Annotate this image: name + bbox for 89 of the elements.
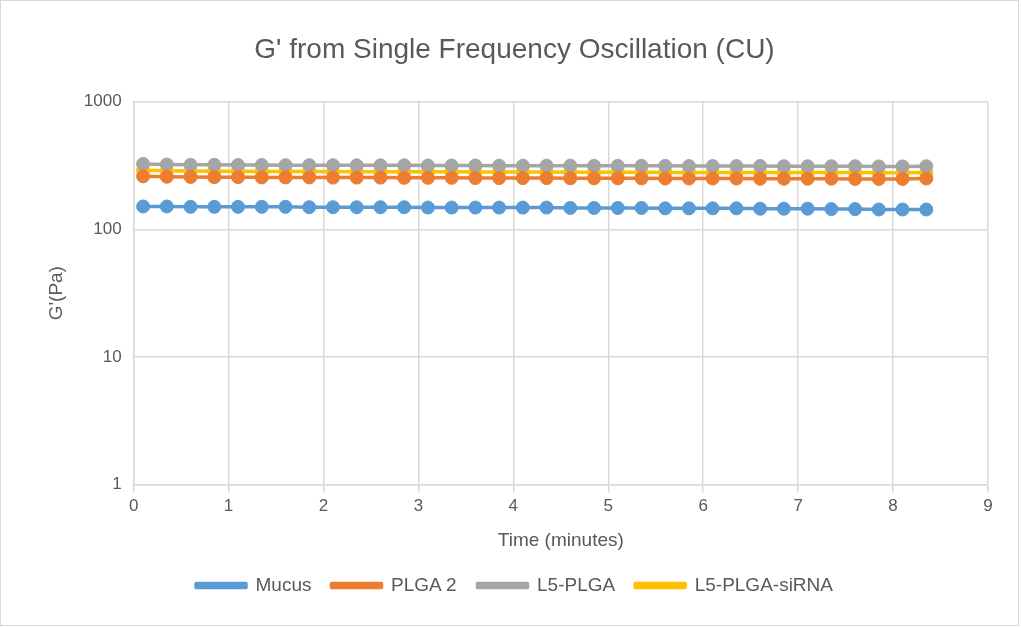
point (895, 202, 910, 217)
x-tick-label: 8 (888, 495, 898, 515)
point (800, 171, 815, 186)
point (136, 199, 151, 214)
point (373, 158, 388, 173)
point (231, 157, 246, 172)
point (468, 158, 483, 173)
point (468, 200, 483, 215)
point (848, 171, 863, 186)
y-axis-title: G'(Pa) (44, 266, 66, 321)
point (681, 201, 696, 216)
x-axis-title: Time (minutes) (497, 528, 624, 550)
point (136, 156, 151, 171)
y-tick-label: 10 (102, 346, 122, 366)
point (515, 200, 530, 215)
chart-title: G' from Single Frequency Oscillation (CU) (254, 32, 775, 64)
point (539, 200, 554, 215)
point (183, 157, 198, 172)
point (136, 169, 151, 184)
legend-label: L5-PLGA (537, 573, 616, 595)
point (871, 171, 886, 186)
legend-label: L5-PLGA-siRNA (694, 573, 834, 595)
point (539, 171, 554, 186)
point (753, 201, 768, 216)
point (183, 199, 198, 214)
point (705, 171, 720, 186)
point (848, 202, 863, 217)
x-tick-label: 2 (318, 495, 329, 515)
point (515, 171, 530, 186)
x-tick-label: 0 (128, 495, 139, 515)
point (492, 200, 507, 215)
point (278, 199, 293, 214)
point (468, 171, 483, 186)
x-tick-label: 7 (793, 495, 803, 515)
x-tick-label: 3 (413, 495, 424, 515)
point (587, 171, 602, 186)
x-tick-label: 5 (603, 495, 614, 515)
point (800, 159, 815, 174)
point (919, 171, 934, 186)
point (824, 171, 839, 186)
point (776, 201, 791, 216)
point (848, 159, 863, 174)
point (373, 170, 388, 185)
point (231, 199, 246, 214)
point (871, 202, 886, 217)
point (302, 200, 317, 215)
x-tick-label: 9 (983, 495, 993, 515)
point (492, 171, 507, 186)
point (420, 200, 435, 215)
point (397, 200, 412, 215)
point (515, 158, 530, 173)
x-tick-label: 4 (508, 495, 519, 515)
point (919, 202, 934, 217)
point (871, 159, 886, 174)
point (634, 200, 649, 215)
point (610, 200, 625, 215)
point (563, 200, 578, 215)
point (373, 200, 388, 215)
point (587, 158, 602, 173)
point (349, 200, 364, 215)
point (776, 159, 791, 174)
y-tick-label: 1000 (83, 91, 122, 111)
point (729, 201, 744, 216)
y-tick-label: 100 (93, 219, 122, 239)
point (254, 199, 269, 214)
point (207, 199, 222, 214)
point (397, 170, 412, 185)
y-tick-label: 1 (112, 474, 122, 494)
point (231, 170, 246, 185)
x-tick-label: 1 (223, 495, 234, 515)
point (325, 200, 340, 215)
point (492, 158, 507, 173)
point (539, 158, 554, 173)
point (444, 200, 459, 215)
legend-label: PLGA 2 (390, 573, 457, 595)
legend-label: Mucus (255, 573, 312, 595)
point (705, 201, 720, 216)
point (658, 201, 673, 216)
point (183, 169, 198, 184)
point (397, 158, 412, 173)
point (159, 199, 174, 214)
point (587, 200, 602, 215)
point (800, 201, 815, 216)
point (776, 171, 791, 186)
x-tick-label: 6 (698, 495, 708, 515)
point (705, 159, 720, 174)
point (919, 159, 934, 174)
point (824, 202, 839, 217)
point (824, 159, 839, 174)
